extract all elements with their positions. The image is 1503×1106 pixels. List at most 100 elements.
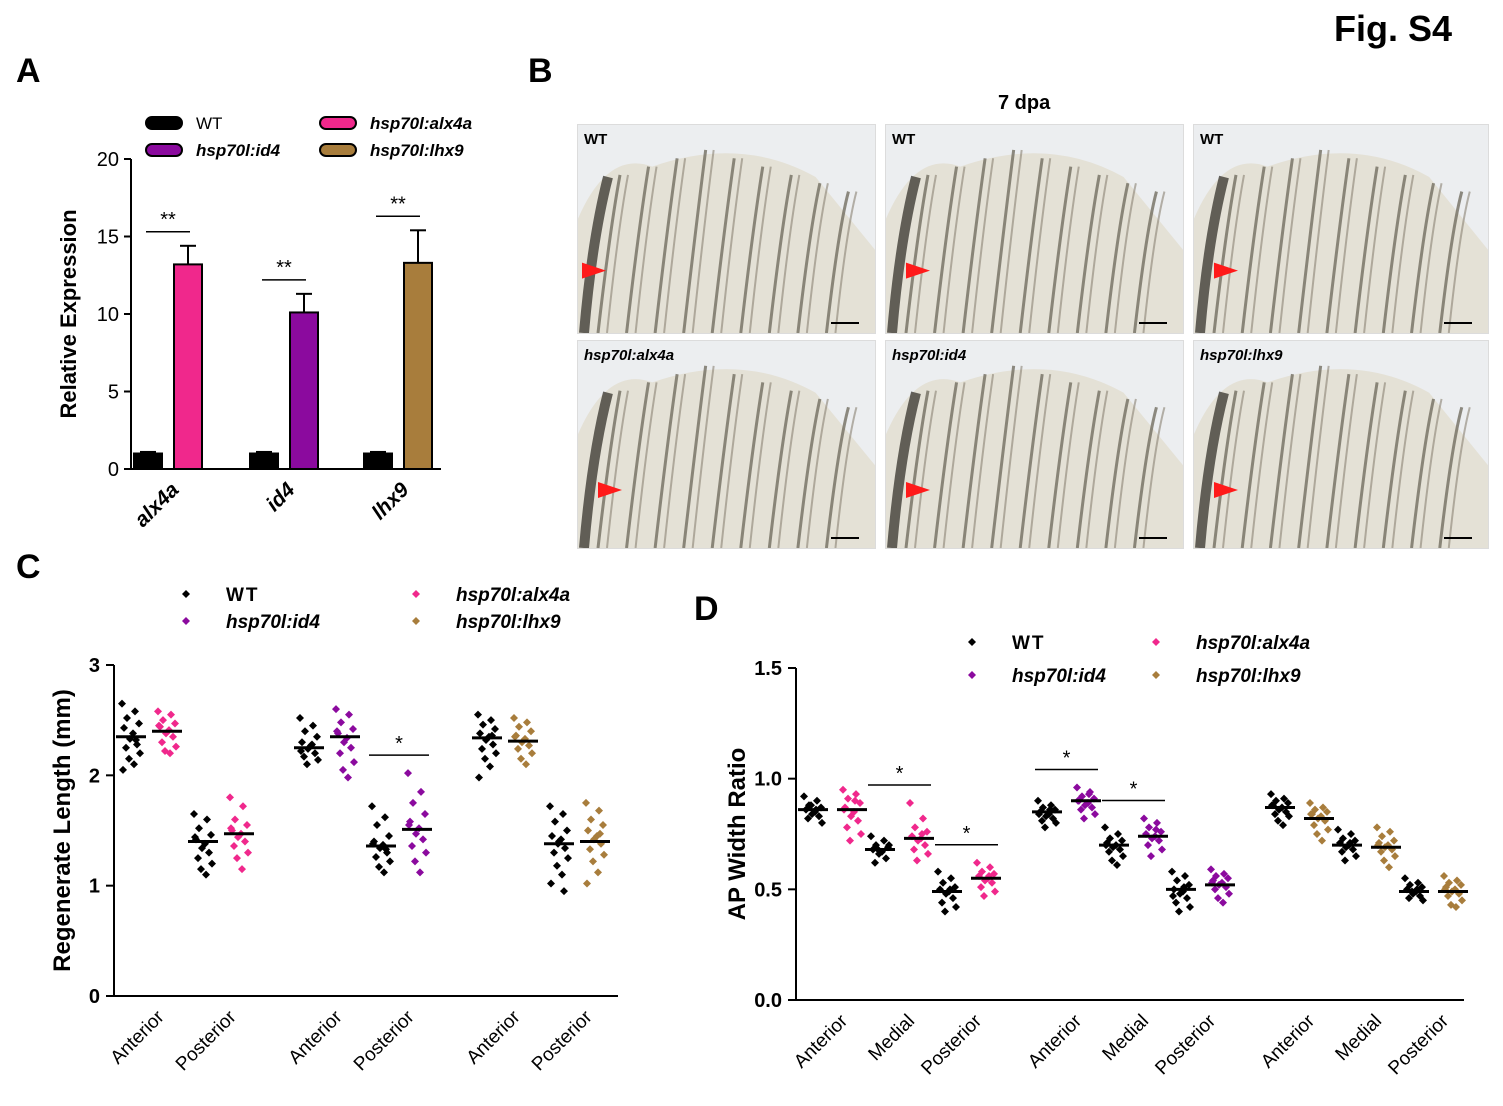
d-group-label: Anterior (790, 1010, 852, 1072)
d-data-point (1440, 872, 1448, 881)
d-data-point (1457, 880, 1465, 889)
fin-ray (1353, 166, 1379, 333)
fin-ray (933, 382, 959, 548)
d-data-point (1108, 856, 1116, 865)
d-data-point (885, 841, 893, 850)
c-data-point (309, 721, 317, 730)
c-y-axis-label: Regenerate Length (mm) (49, 689, 76, 972)
d-data-point (1214, 894, 1222, 903)
c-data-point (560, 887, 568, 896)
fin-ray (1085, 390, 1109, 548)
panel-letter-b: B (528, 52, 553, 90)
d-data-point (854, 816, 862, 825)
d-data-point (1323, 807, 1331, 816)
c-data-point (492, 749, 500, 758)
a-y-tick-label: 0 (108, 459, 119, 481)
fin-ray (739, 166, 765, 333)
d-data-point (1211, 885, 1219, 894)
fin-ray (1028, 373, 1052, 548)
red-arrowhead (906, 262, 930, 279)
fin-ray (1113, 398, 1137, 548)
fin-ray (1047, 166, 1073, 333)
c-y-tick-label: 1 (89, 876, 100, 898)
fin-ray (999, 365, 1023, 548)
d-data-point (1153, 818, 1161, 827)
c-data-point (547, 879, 555, 888)
fin-ray (914, 174, 937, 333)
d-legend-marker (968, 638, 976, 646)
c-data-point (169, 732, 177, 741)
panel-b-title: 7 dpa (998, 92, 1051, 114)
d-data-point (1391, 852, 1399, 861)
c-data-point (489, 740, 497, 749)
a-y-tick-label: 5 (108, 382, 119, 404)
d-data-point (1319, 803, 1327, 812)
c-data-point (158, 738, 166, 747)
fin-ray (634, 166, 658, 333)
fin-ray (1381, 390, 1407, 548)
fin-illustration (886, 149, 1183, 333)
d-sig-marker: * (896, 763, 904, 785)
d-data-point (1385, 863, 1393, 872)
red-arrowhead (598, 482, 622, 499)
d-data-point (882, 854, 890, 863)
c-data-point (422, 848, 430, 857)
c-data-point (347, 743, 355, 752)
d-data-point (1181, 872, 1189, 881)
c-data-point (517, 754, 525, 763)
c-data-point (511, 732, 519, 741)
fin-ray (682, 365, 708, 548)
d-data-point (1352, 852, 1360, 861)
c-data-point (409, 798, 417, 807)
d-data-point (934, 867, 942, 876)
c-data-point (194, 854, 202, 863)
d-data-point (1172, 898, 1180, 907)
d-legend-marker (1152, 638, 1160, 646)
c-data-point (417, 787, 425, 796)
c-data-point (589, 857, 597, 866)
fin-ray (1075, 390, 1101, 548)
fin-ray (1268, 373, 1294, 548)
c-data-point (205, 848, 213, 857)
d-data-point (1279, 821, 1287, 830)
d-data-point (973, 858, 981, 867)
d-data-point (910, 845, 918, 854)
fin-ray (796, 182, 822, 333)
c-data-point (587, 815, 595, 824)
fin-ray (971, 158, 995, 333)
fin-ray (777, 174, 801, 333)
fin-ray (1325, 373, 1351, 548)
photo-label: WT (584, 131, 608, 148)
c-data-point (243, 820, 251, 829)
fin-ray (1438, 406, 1464, 548)
a-legend-label: hsp70l:lhx9 (370, 141, 464, 160)
d-data-point (1152, 825, 1160, 834)
fin-ray (824, 406, 850, 548)
d-data-point (1307, 810, 1315, 819)
fin-ray (1268, 158, 1294, 333)
fin-ray (961, 373, 987, 548)
fin-leading-edge (887, 391, 921, 548)
fin-ray (1240, 382, 1266, 548)
d-data-point (1318, 836, 1326, 845)
c-data-point (122, 743, 130, 752)
d-data-point (815, 812, 823, 821)
d-data-point (867, 832, 875, 841)
d-y-tick-label: 0.0 (754, 990, 782, 1012)
fin-ray (1250, 382, 1274, 548)
fin-ray (1391, 390, 1415, 548)
d-data-point (1080, 814, 1088, 823)
c-data-point (350, 758, 358, 767)
c-data-point (372, 852, 380, 861)
fin-ray (1047, 382, 1073, 548)
panel-letter-c: C (16, 548, 41, 586)
d-data-point (813, 796, 821, 805)
c-data-point (339, 765, 347, 774)
d-data-point (852, 790, 860, 799)
d-data-point (991, 887, 999, 896)
d-data-point (1338, 847, 1346, 856)
c-data-point (167, 710, 175, 719)
d-data-point (1175, 907, 1183, 916)
c-data-point (487, 716, 495, 725)
d-data-point (1405, 894, 1413, 903)
